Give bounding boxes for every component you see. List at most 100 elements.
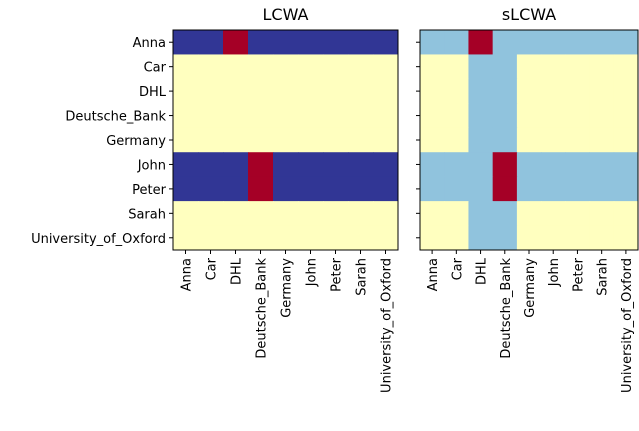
heatmap-cell (298, 176, 324, 202)
heatmap-cell (468, 30, 494, 55)
y-tick-label: University_of_Oxford (31, 232, 166, 247)
heatmap-cell (516, 127, 542, 153)
x-tick-label: Sarah (355, 258, 370, 296)
heatmap-cell (348, 54, 374, 80)
heatmap-cell (298, 103, 324, 129)
heatmap-cell (248, 30, 274, 55)
heatmap-cell (273, 201, 299, 227)
heatmap-cell (323, 54, 349, 80)
heatmap-cell (565, 176, 591, 202)
heatmap-cell (248, 201, 274, 227)
y-tick-label: Deutsche_Bank (65, 110, 166, 125)
x-tick-label: Anna (426, 258, 441, 291)
heatmap-cell (198, 225, 224, 251)
heatmap-cell (468, 127, 494, 153)
heatmap-cell (173, 152, 199, 178)
heatmap-cell (444, 176, 469, 202)
heatmap-cell (198, 54, 224, 80)
heatmap-cell (273, 78, 299, 104)
x-tick-label: Car (205, 257, 220, 280)
y-tick-label: Anna (133, 36, 166, 51)
heatmap-cell (323, 103, 349, 129)
heatmap-cell (420, 127, 445, 153)
heatmap-cell (589, 201, 615, 227)
chart-title: sLCWA (502, 5, 556, 24)
heatmap-cell (348, 127, 374, 153)
x-tick-label: University_of_Oxford (620, 258, 635, 393)
heatmap-cell (273, 127, 299, 153)
heatmap-cell (516, 103, 542, 129)
plot-frame (172, 29, 399, 251)
y-tick-label: Germany (106, 134, 166, 149)
heatmap-cell (565, 152, 591, 178)
heatmap-cell (273, 225, 299, 251)
heatmap-cell (541, 176, 566, 202)
heatmap-cell (373, 201, 399, 227)
heatmap-cell (468, 176, 494, 202)
heatmap-cell (420, 54, 445, 80)
heatmap-cell (541, 127, 566, 153)
heatmap-cell (348, 78, 374, 104)
heatmap-cell (516, 201, 542, 227)
x-tick-label: John (305, 258, 320, 287)
heatmap-cell (248, 54, 274, 80)
heatmap-cell (589, 176, 615, 202)
heatmap-cell (565, 201, 591, 227)
heatmap-cell (516, 78, 542, 104)
heatmap-cell (468, 225, 494, 251)
heatmap-cell (273, 54, 299, 80)
heatmap-cell (589, 152, 615, 178)
x-tick-label: Germany (523, 258, 538, 318)
heatmap-cell (444, 78, 469, 104)
x-tick-label: Peter (571, 257, 586, 291)
heatmap-cell (565, 225, 591, 251)
heatmap-cell (373, 127, 399, 153)
heatmap-cell (541, 225, 566, 251)
heatmap-cell (420, 78, 445, 104)
heatmap-cell (516, 30, 542, 55)
heatmap-cell (348, 30, 374, 55)
heatmap-cell (613, 152, 639, 178)
heatmap-cell (589, 103, 615, 129)
heatmap-cell (223, 103, 249, 129)
heatmap-cell (298, 30, 324, 55)
heatmap-cell (420, 201, 445, 227)
heatmap-cell (468, 54, 494, 80)
heatmap-cell (223, 225, 249, 251)
heatmap-cell (198, 30, 224, 55)
heatmap-cell (198, 201, 224, 227)
heatmap-cell (492, 201, 518, 227)
heatmap-cell (516, 54, 542, 80)
heatmap-cell (298, 201, 324, 227)
heatmap-cell (248, 152, 274, 178)
x-tick-label: John (547, 258, 562, 287)
heatmap-cell (589, 30, 615, 55)
heatmap-cell (541, 78, 566, 104)
heatmap-cell (541, 30, 566, 55)
x-tick-label: Car (450, 257, 465, 280)
heatmap-cell (223, 201, 249, 227)
x-tick-label: Peter (330, 257, 345, 291)
heatmap-cell (492, 152, 518, 178)
heatmap-cell (373, 152, 399, 178)
heatmap-cell (223, 176, 249, 202)
heatmap-cell (444, 152, 469, 178)
heatmap-cell (565, 30, 591, 55)
heatmap-cell (348, 103, 374, 129)
heatmap-cell (492, 103, 518, 129)
x-tick-label: Germany (280, 258, 295, 318)
heatmap-cell (373, 54, 399, 80)
heatmap-cell (173, 78, 199, 104)
heatmap-cell (468, 103, 494, 129)
heatmap-cell (198, 152, 224, 178)
heatmap-cell (273, 30, 299, 55)
heatmap-cell (323, 152, 349, 178)
heatmap-cell (248, 225, 274, 251)
heatmap-cell (613, 103, 639, 129)
x-tick-label: University_of_Oxford (380, 258, 395, 393)
heatmap-cell (565, 78, 591, 104)
heatmap-cell (373, 103, 399, 129)
heatmap-cell (348, 152, 374, 178)
heatmap-cell (348, 176, 374, 202)
